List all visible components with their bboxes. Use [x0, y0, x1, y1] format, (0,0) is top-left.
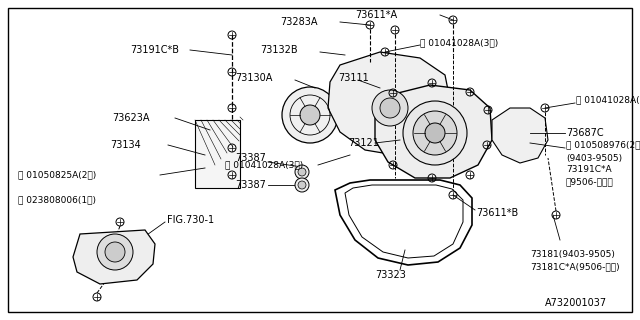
Text: 73611*B: 73611*B	[476, 208, 518, 218]
Circle shape	[295, 165, 309, 179]
Circle shape	[298, 181, 306, 189]
Text: 73132B: 73132B	[260, 45, 298, 55]
Circle shape	[425, 123, 445, 143]
Polygon shape	[492, 108, 548, 163]
Text: 73181(9403-9505): 73181(9403-9505)	[530, 251, 615, 260]
Text: 73387: 73387	[235, 153, 266, 163]
Text: 73623A: 73623A	[112, 113, 150, 123]
Polygon shape	[375, 85, 492, 178]
Text: 73687C: 73687C	[566, 128, 604, 138]
Text: Ⓑ 01041028A(3　): Ⓑ 01041028A(3 )	[225, 161, 303, 170]
Circle shape	[403, 101, 467, 165]
Text: A732001037: A732001037	[545, 298, 607, 308]
Text: 73387: 73387	[235, 180, 266, 190]
Text: 73111: 73111	[338, 73, 369, 83]
Circle shape	[298, 168, 306, 176]
Polygon shape	[328, 52, 450, 155]
Text: 73283A: 73283A	[280, 17, 317, 27]
Text: 73121: 73121	[348, 138, 379, 148]
Text: 73181C*A(9506-　　): 73181C*A(9506- )	[530, 262, 620, 271]
Text: 73134: 73134	[110, 140, 141, 150]
Circle shape	[295, 178, 309, 192]
Text: (9403-9505): (9403-9505)	[566, 154, 622, 163]
Circle shape	[380, 98, 400, 118]
Circle shape	[300, 105, 320, 125]
Circle shape	[105, 242, 125, 262]
Circle shape	[97, 234, 133, 270]
Text: 73611*A: 73611*A	[355, 10, 397, 20]
Text: 73130A: 73130A	[235, 73, 273, 83]
Text: 73191C*B: 73191C*B	[130, 45, 179, 55]
Text: Ⓑ 01050825A(2　): Ⓑ 01050825A(2 )	[18, 171, 96, 180]
Text: Ⓝ 023808006(1　): Ⓝ 023808006(1 )	[18, 196, 96, 204]
FancyBboxPatch shape	[195, 120, 240, 188]
Text: Ⓑ 010508976(2　): Ⓑ 010508976(2 )	[566, 140, 640, 149]
Circle shape	[413, 111, 457, 155]
Text: FIG.730-1: FIG.730-1	[167, 215, 214, 225]
Circle shape	[372, 90, 408, 126]
Text: 73191C*A: 73191C*A	[566, 165, 612, 174]
Text: Ⓑ 01041028A(3　): Ⓑ 01041028A(3 )	[420, 38, 499, 47]
Text: Ⓑ 01041028A(3　): Ⓑ 01041028A(3 )	[576, 95, 640, 105]
Text: 73323: 73323	[375, 270, 406, 280]
Text: （9506-　　）: （9506- ）	[566, 178, 614, 187]
Polygon shape	[73, 230, 155, 284]
Circle shape	[282, 87, 338, 143]
